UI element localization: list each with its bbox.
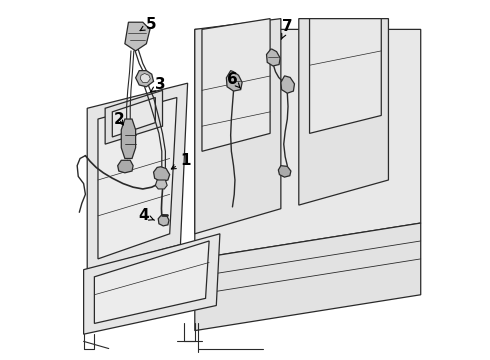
Polygon shape [202,19,270,151]
Polygon shape [140,73,150,82]
Polygon shape [158,215,169,226]
Polygon shape [84,234,220,334]
Polygon shape [155,180,167,189]
Polygon shape [112,98,155,137]
Polygon shape [153,167,170,182]
Polygon shape [281,76,294,93]
Polygon shape [125,22,150,51]
Text: 7: 7 [281,19,293,39]
Text: 1: 1 [172,153,191,169]
Polygon shape [267,49,280,66]
Polygon shape [118,160,133,173]
Text: 5: 5 [140,17,156,32]
Polygon shape [310,19,381,134]
Text: 2: 2 [113,112,124,126]
Text: 3: 3 [150,77,166,93]
Text: 4: 4 [139,208,154,223]
Polygon shape [122,119,136,158]
Polygon shape [87,83,188,270]
Polygon shape [136,71,153,87]
Polygon shape [95,241,209,323]
Polygon shape [278,166,291,177]
Text: 6: 6 [227,72,241,89]
Polygon shape [105,90,163,144]
Polygon shape [195,223,421,330]
Polygon shape [299,19,389,205]
Polygon shape [226,71,242,91]
Polygon shape [195,19,281,234]
Polygon shape [98,98,177,259]
Polygon shape [195,30,421,259]
